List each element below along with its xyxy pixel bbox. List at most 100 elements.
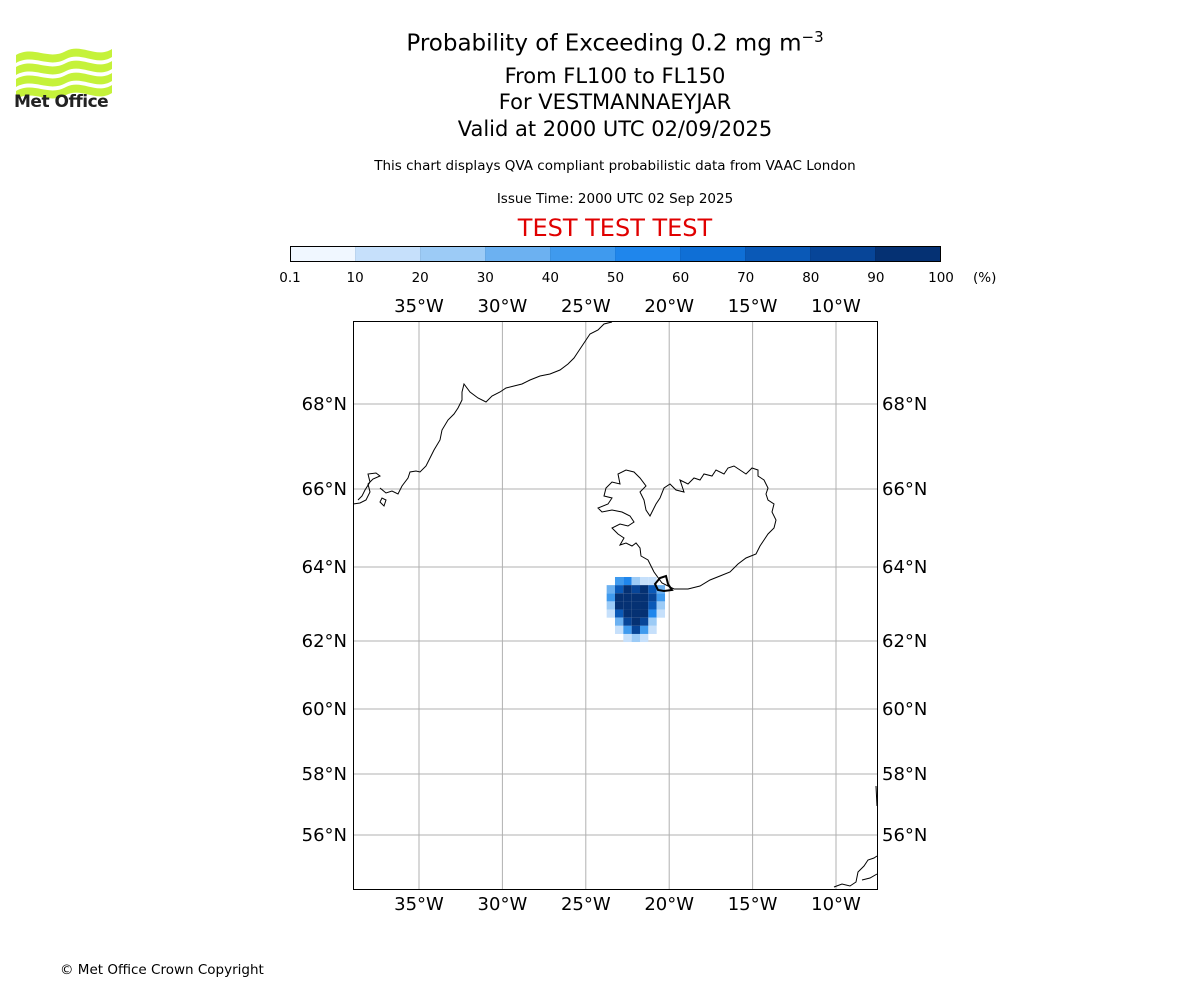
- flight-level-range: From FL100 to FL150: [504, 64, 726, 88]
- probability-cell: [656, 609, 666, 618]
- colorbar-segment: [291, 247, 355, 261]
- probability-cell: [623, 585, 632, 594]
- test-banner: TEST TEST TEST: [517, 214, 713, 242]
- probability-cell: [614, 576, 624, 586]
- gridlines: [353, 321, 878, 890]
- latitude-label: 68°N: [302, 394, 347, 415]
- probability-cell: [656, 593, 666, 602]
- colorbar: [290, 246, 941, 262]
- longitude-label: 25°W: [561, 894, 611, 915]
- probability-cell: [623, 601, 632, 610]
- probability-cell: [606, 601, 615, 610]
- probability-cell: [614, 593, 624, 602]
- longitude-label: 10°W: [811, 894, 861, 915]
- latitude-label: 56°N: [882, 825, 927, 846]
- colorbar-tick-label: 40: [541, 270, 559, 286]
- issue-time: Issue Time: 2000 UTC 02 Sep 2025: [496, 191, 734, 207]
- ash-probability-field: [606, 576, 666, 643]
- coastline-westman-islands: [653, 574, 674, 593]
- valid-time: Valid at 2000 UTC 02/09/2025: [457, 117, 773, 141]
- colorbar-unit: (%): [973, 270, 997, 286]
- probability-cell: [631, 585, 641, 594]
- latitude-label: 58°N: [882, 764, 927, 785]
- probability-cell: [631, 609, 641, 618]
- colorbar-segment: [355, 247, 420, 261]
- probability-cell: [631, 625, 641, 634]
- logo-waves-icon: [16, 48, 112, 99]
- probability-cell: [631, 617, 641, 626]
- colorbar-segment: [810, 247, 875, 261]
- longitude-label: 10°W: [811, 296, 861, 317]
- coastline-iceland: [597, 465, 777, 590]
- colorbar-segment: [550, 247, 615, 261]
- met-office-logo: [16, 48, 112, 99]
- probability-cell: [623, 609, 632, 618]
- probability-cell: [614, 625, 624, 634]
- probability-cell: [656, 601, 666, 610]
- probability-cell: [656, 585, 666, 594]
- location-label: For VESTMANNAEYJAR: [498, 90, 732, 114]
- probability-cell: [606, 585, 615, 594]
- latitude-label: 60°N: [882, 699, 927, 720]
- colorbar-segment: [875, 247, 940, 261]
- probability-cell: [640, 601, 649, 610]
- probability-cell: [640, 633, 649, 643]
- coastlines: [352, 321, 878, 888]
- latitude-label: 62°N: [302, 631, 347, 652]
- latitude-label: 62°N: [882, 631, 927, 652]
- longitude-label: 20°W: [644, 296, 694, 317]
- probability-cell: [648, 625, 657, 634]
- colorbar-segment: [745, 247, 810, 261]
- latitude-label: 58°N: [302, 764, 347, 785]
- colorbar-tick-label: 0.1: [279, 270, 301, 286]
- colorbar-segment: [485, 247, 550, 261]
- probability-cell: [614, 601, 624, 610]
- probability-cell: [631, 593, 641, 602]
- probability-cell: [631, 633, 641, 643]
- colorbar-tick-label: 10: [346, 270, 364, 286]
- probability-cell: [623, 617, 632, 626]
- probability-cell: [648, 593, 657, 602]
- longitude-label: 30°W: [478, 296, 528, 317]
- probability-cell: [606, 593, 615, 602]
- probability-cell: [623, 633, 632, 643]
- probability-cell: [640, 585, 649, 594]
- longitude-label: 20°W: [644, 894, 694, 915]
- probability-cell: [623, 576, 632, 586]
- copyright-notice: © Met Office Crown Copyright: [60, 962, 264, 978]
- longitude-label: 30°W: [478, 894, 528, 915]
- latitude-label: 66°N: [882, 479, 927, 500]
- longitude-label: 15°W: [728, 894, 778, 915]
- latitude-label: 64°N: [302, 557, 347, 578]
- colorbar-tick-label: 100: [928, 270, 954, 286]
- probability-cell: [648, 617, 657, 626]
- colorbar-tick-label: 90: [867, 270, 885, 286]
- chart-title: Probability of Exceeding 0.2 mg m−3: [406, 28, 824, 57]
- coastline-scotland: [833, 785, 878, 888]
- latitude-label: 56°N: [302, 825, 347, 846]
- colorbar-tick-label: 30: [476, 270, 494, 286]
- longitude-label: 25°W: [561, 296, 611, 317]
- probability-cell: [623, 625, 632, 634]
- probability-cell: [648, 576, 657, 586]
- probability-cell: [606, 609, 615, 618]
- logo-wave: [16, 60, 112, 75]
- probability-cell: [631, 576, 641, 586]
- logo-wave: [16, 84, 112, 99]
- colorbar-tick-label: 70: [737, 270, 755, 286]
- axis-labels: 35°W 35°W 30°W 30°W 25°W 25°W 20°W 20°W 15°W 15°W…: [302, 296, 928, 915]
- probability-cell: [631, 601, 641, 610]
- probability-cell: [640, 593, 649, 602]
- colorbar-segment: [420, 247, 485, 261]
- chart-description: This chart displays QVA compliant probab…: [374, 158, 856, 174]
- probability-cell: [640, 609, 649, 618]
- probability-cell: [640, 625, 649, 634]
- colorbar-tick-label: 60: [672, 270, 690, 286]
- latitude-label: 60°N: [302, 699, 347, 720]
- logo-text: Met Office: [14, 92, 109, 112]
- map-frame: [353, 321, 878, 890]
- logo-wave: [16, 48, 112, 63]
- longitude-label: 15°W: [728, 296, 778, 317]
- probability-cell: [614, 609, 624, 618]
